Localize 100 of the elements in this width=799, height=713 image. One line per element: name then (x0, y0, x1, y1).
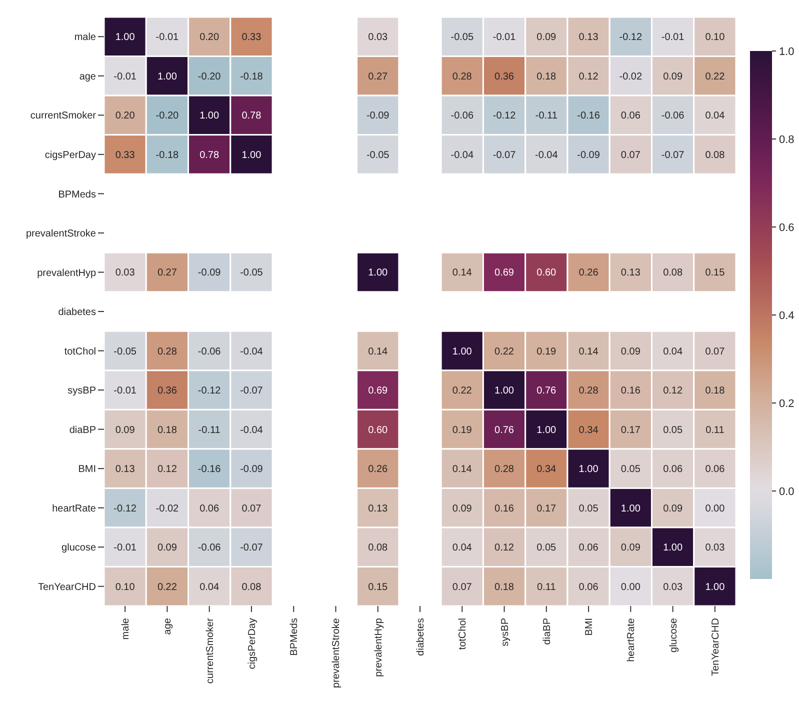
data-label: -0.02 (619, 71, 642, 82)
data-label: 0.69 (494, 268, 514, 279)
data-label: 0.18 (536, 71, 557, 82)
data-label: 1.00 (578, 464, 599, 476)
data-label: 0.05 (620, 464, 641, 476)
data-label: 0.14 (578, 346, 599, 358)
data-label: -0.11 (198, 424, 221, 436)
y-tick-label: cigsPerDay (44, 150, 96, 161)
x-tick-label: prevalentStroke (331, 618, 342, 688)
data-label: -0.05 (114, 346, 137, 358)
data-label: 0.03 (663, 582, 683, 593)
data-label: 0.10 (115, 582, 136, 593)
y-tick-label: BPMeds (58, 189, 96, 200)
data-label: -0.05 (240, 268, 264, 279)
y-tick-label: prevalentStroke (26, 228, 96, 240)
data-label: 0.22 (452, 386, 472, 397)
data-label: 0.36 (494, 71, 514, 82)
data-label: 0.27 (157, 268, 178, 279)
data-label: -0.09 (240, 464, 264, 476)
data-label: 0.04 (200, 582, 220, 593)
data-label: -0.12 (492, 110, 516, 122)
data-label: 0.11 (537, 582, 556, 593)
data-label: 0.20 (115, 110, 136, 122)
data-label: -0.01 (492, 32, 516, 44)
data-label: 0.05 (578, 503, 599, 514)
data-label: 0.09 (620, 542, 641, 554)
data-label: 0.11 (706, 424, 725, 436)
color-bar-label: 0.4 (779, 310, 794, 322)
data-label: 0.14 (452, 464, 472, 476)
x-tick-label: sysBP (500, 618, 511, 646)
data-label: 1.00 (115, 32, 136, 44)
data-label: 0.06 (663, 464, 683, 476)
data-label: 0.18 (705, 386, 726, 397)
color-bar-label: 1.0 (779, 46, 794, 58)
data-label: 0.04 (452, 542, 472, 554)
data-label: -0.04 (450, 150, 474, 161)
data-label: -0.06 (661, 110, 685, 122)
x-tick-label: male (120, 618, 132, 640)
data-label: 0.36 (157, 386, 178, 397)
data-label: 1.00 (452, 346, 472, 358)
data-label: 0.17 (620, 424, 641, 436)
data-label: -0.16 (577, 110, 600, 122)
data-label: 0.00 (705, 503, 726, 514)
data-label: 0.06 (620, 110, 641, 122)
data-label: -0.01 (114, 71, 137, 82)
y-tick-label: TenYearCHD (38, 582, 96, 593)
data-label: -0.04 (535, 150, 558, 161)
color-bar-label: 0.0 (779, 486, 794, 498)
data-label: 0.33 (115, 150, 136, 161)
y-tick-label: age (79, 71, 96, 82)
y-tick-label: diabetes (58, 307, 96, 318)
data-label: 0.05 (663, 424, 683, 436)
data-label: 0.14 (452, 268, 472, 279)
x-tick-label: BMI (584, 618, 596, 636)
data-label: -0.09 (198, 268, 222, 279)
data-label: 0.16 (494, 503, 514, 514)
data-label: -0.05 (450, 32, 474, 44)
x-tick-label: heartRate (626, 618, 638, 662)
x-tick-label: currentSmoker (204, 617, 216, 684)
data-label: -0.16 (198, 464, 222, 476)
data-label: 0.09 (536, 32, 557, 44)
data-label: 0.12 (494, 542, 514, 554)
data-label: 0.06 (578, 582, 599, 593)
y-tick-label: glucose (62, 542, 96, 554)
data-label: -0.07 (240, 542, 264, 554)
data-label: 0.60 (368, 424, 388, 436)
data-label: 0.03 (368, 32, 388, 44)
data-label: 0.69 (368, 386, 388, 397)
data-label: 1.00 (157, 71, 178, 82)
data-label: -0.12 (619, 32, 642, 44)
data-label: 0.09 (620, 346, 641, 358)
data-label: 0.09 (663, 71, 683, 82)
data-label: -0.06 (450, 110, 474, 122)
data-label: -0.18 (240, 71, 264, 82)
data-label: 0.22 (705, 71, 726, 82)
data-label: 0.19 (536, 346, 557, 358)
data-label: -0.06 (198, 542, 222, 554)
y-tick-label: totChol (64, 346, 96, 358)
y-tick-label: male (74, 32, 96, 44)
data-label: 0.76 (494, 424, 514, 436)
data-label: 0.10 (705, 32, 726, 44)
data-label: 1.00 (368, 268, 388, 279)
data-label: 0.15 (705, 268, 726, 279)
data-label: -0.07 (661, 150, 685, 161)
data-label: 1.00 (242, 150, 262, 161)
x-tick-label: age (162, 618, 174, 635)
data-label: -0.12 (198, 386, 222, 397)
data-label: 0.07 (242, 503, 262, 514)
data-label: 0.08 (663, 268, 683, 279)
data-label: -0.06 (198, 346, 222, 358)
data-label: 1.00 (705, 582, 726, 593)
data-label: 0.08 (705, 150, 726, 161)
x-tick-label: glucose (668, 618, 680, 652)
data-label: 0.15 (368, 582, 388, 593)
data-label: 0.34 (578, 424, 599, 436)
data-label: 0.00 (620, 582, 641, 593)
y-tick-label: sysBP (68, 386, 96, 397)
data-label: -0.07 (492, 150, 516, 161)
data-label: 0.13 (115, 464, 136, 476)
data-label: 0.27 (368, 71, 388, 82)
